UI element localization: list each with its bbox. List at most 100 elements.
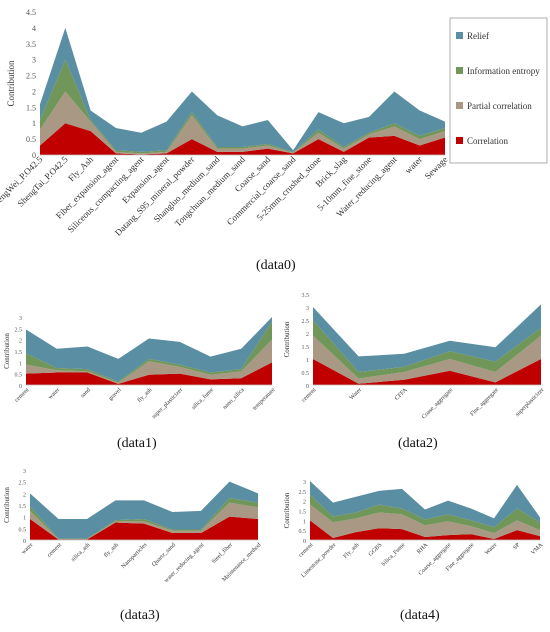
area-series-relief: [40, 27, 445, 153]
area-series-entropy: [313, 320, 541, 379]
y-tick-label: 2: [23, 492, 26, 498]
area-series-entropy: [30, 498, 258, 540]
y-axis-label: Contribution: [3, 333, 11, 369]
x-tick-label: Quartz_sand: [151, 542, 177, 568]
x-tick-label: water: [403, 154, 424, 175]
x-tick-label: Fine_aggregate: [469, 387, 500, 418]
y-tick-label: 3.5: [26, 40, 36, 49]
area-series-correlation: [310, 520, 540, 540]
legend-swatch-correlation: [456, 137, 463, 144]
chart-data2: 0 0.5 1 1.5 2 2.5 3 3.5 Contribution cement Water C…: [283, 293, 546, 420]
x-tick-label: Water: [484, 542, 498, 556]
x-tick-label: fly_ash: [136, 386, 153, 403]
x-tick-label: Steel_fiber: [210, 541, 234, 565]
y-tick-label: 2: [303, 500, 306, 506]
chart-data0: 00.511.522.533.544.5ContributionShengWei…: [0, 8, 548, 238]
y-tick-label: 1: [23, 516, 26, 522]
y-tick-label: 2: [19, 339, 22, 345]
x-tick-label: Coase_aggregate: [421, 387, 454, 420]
y-tick-label: 0.5: [302, 371, 310, 377]
x-tick-label: silica_ash: [70, 542, 91, 563]
area-series-relief: [310, 481, 540, 528]
y-axis-label: Contribution: [283, 492, 291, 528]
x-tick-label: Sewage: [423, 154, 450, 181]
y-tick-label: 2.5: [19, 481, 27, 487]
y-tick-label: 3.5: [302, 293, 310, 299]
area-series-partial: [30, 502, 258, 540]
caption-data1: (data1): [117, 436, 157, 451]
y-tick-label: 1.5: [15, 350, 23, 356]
y-tick-label: 1: [303, 519, 306, 525]
caption-data4: (data4): [400, 608, 440, 623]
area-series-relief: [26, 317, 272, 382]
y-tick-label: 1: [306, 358, 309, 364]
area-series-correlation: [30, 516, 258, 540]
x-tick-label: Water: [349, 387, 363, 401]
x-tick-label: Nanoparticles: [121, 542, 149, 570]
x-tick-label: water: [47, 387, 61, 401]
y-tick-label: 2: [32, 87, 36, 96]
y-tick-label: 0: [23, 539, 26, 545]
x-tick-label: gravel: [108, 387, 123, 402]
y-tick-label: 2.5: [299, 490, 307, 496]
chart-data4: 00.511.522.53ContributioncementLimestone…: [283, 480, 545, 579]
y-tick-label: 0: [306, 384, 309, 390]
area-series-partial: [26, 339, 272, 384]
x-tick-label: SP: [512, 542, 521, 551]
x-tick-label: GGBS: [368, 542, 384, 558]
x-tick-label: cement: [298, 542, 315, 559]
y-axis-label: Contribution: [6, 60, 16, 107]
x-tick-label: temperature: [252, 387, 277, 412]
y-tick-label: 3: [32, 56, 36, 65]
x-tick-label: sand: [80, 387, 92, 399]
legend-swatch-entropy: [456, 67, 463, 74]
legend-swatch-relief: [456, 32, 463, 39]
legend-entry: Partial correlation: [467, 101, 532, 111]
y-tick-label: 1.5: [19, 504, 27, 510]
y-tick-label: 1: [32, 119, 36, 128]
x-tick-label: cement: [46, 542, 63, 559]
x-tick-label: silica_fume: [190, 386, 215, 411]
y-tick-label: 2.5: [302, 319, 310, 325]
legend-swatch-partial: [456, 102, 463, 109]
y-tick-label: 2: [306, 332, 309, 338]
x-tick-label: super_plasticizer: [151, 387, 184, 420]
y-tick-label: 3: [303, 480, 306, 486]
x-tick-label: VMA: [530, 542, 545, 557]
x-tick-label: RHA: [416, 542, 430, 556]
y-tick-label: 0: [19, 384, 22, 390]
y-tick-label: 0.5: [19, 527, 27, 533]
area-series-entropy: [310, 494, 540, 534]
y-tick-label: 0.5: [26, 135, 36, 144]
area-series-correlation: [313, 359, 541, 385]
legend-box: [449, 17, 548, 164]
legend-entry: Correlation: [467, 136, 508, 146]
y-tick-label: 1: [19, 361, 22, 367]
y-tick-label: 0: [303, 539, 306, 545]
legend-entry: Information entropy: [467, 66, 540, 76]
y-tick-label: 2.5: [15, 327, 23, 333]
area-series-correlation: [26, 362, 272, 385]
caption-data3: (data3): [120, 608, 160, 623]
area-series-correlation: [40, 123, 445, 155]
y-tick-label: 0: [32, 151, 36, 160]
y-axis-label: Contribution: [283, 321, 291, 357]
area-series-partial: [313, 335, 541, 384]
x-tick-label: Silica_Fume: [381, 542, 407, 568]
y-tick-label: 0.5: [299, 529, 307, 535]
x-tick-label: Fly_ash: [343, 542, 361, 560]
y-tick-label: 1.5: [302, 345, 310, 351]
y-tick-label: 4: [32, 24, 36, 33]
legend-entry: Relief: [467, 31, 489, 41]
y-tick-label: 3: [23, 469, 26, 475]
area-series-relief: [313, 304, 541, 372]
y-tick-label: 1.5: [26, 103, 36, 112]
x-tick-label: superplasticizer: [515, 387, 546, 418]
y-tick-label: 2.5: [26, 72, 36, 81]
x-tick-label: nano_silica: [222, 387, 246, 411]
y-axis-label: Contribution: [3, 487, 11, 523]
x-tick-label: cement: [301, 387, 318, 404]
caption-data2: (data2): [398, 436, 438, 451]
y-tick-label: 1.5: [299, 510, 307, 516]
